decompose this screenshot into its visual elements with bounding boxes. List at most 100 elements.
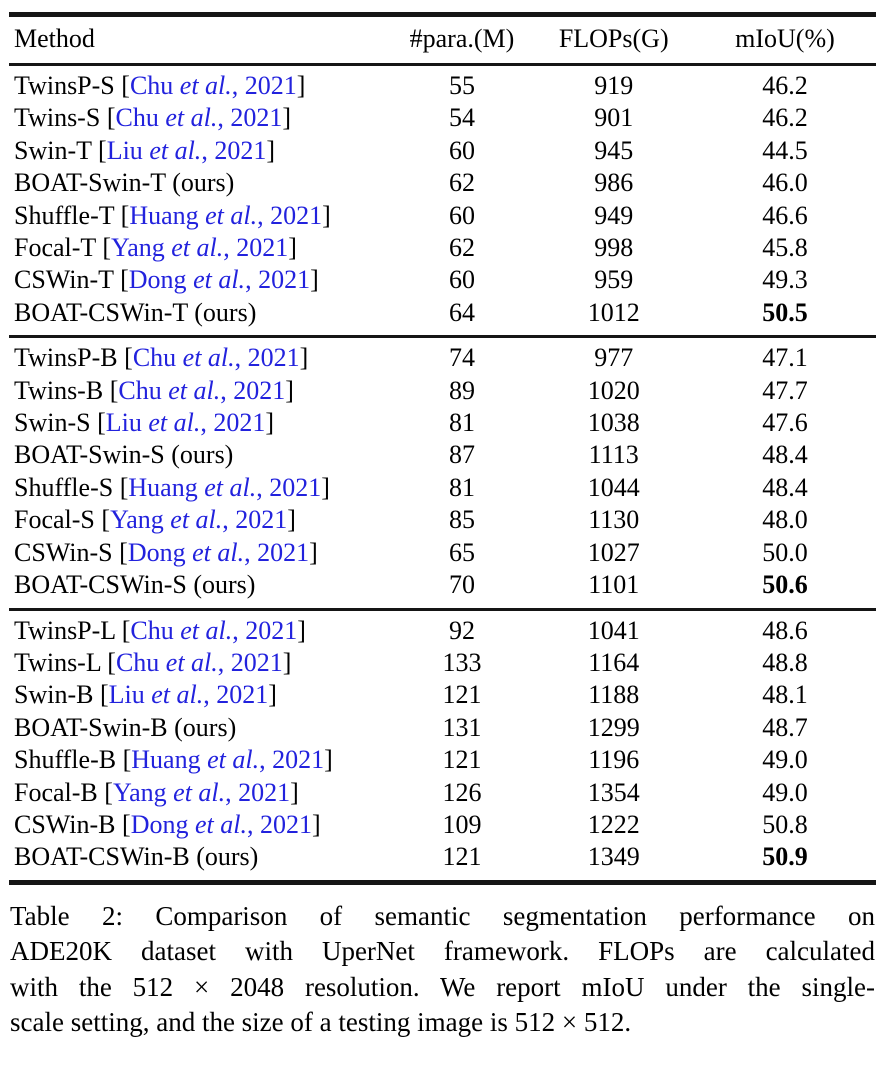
- col-header-method: Method: [9, 14, 391, 66]
- citation-bracket-open: [: [119, 472, 129, 502]
- citation-link[interactable]: Chu et al., 2021: [130, 616, 297, 645]
- method-name: CSWin-T: [14, 265, 121, 295]
- citation-link[interactable]: Yang et al., 2021: [111, 233, 288, 262]
- col-header-miou: mIoU(%): [693, 14, 876, 66]
- citation-link[interactable]: Chu et al., 2021: [116, 648, 283, 677]
- table-group-1: TwinsP-S [Chu et al., 2021] 55 919 46.2 …: [9, 65, 876, 337]
- method-cell: BOAT-Swin-S (ours): [9, 439, 390, 471]
- citation-bracket-open: [: [101, 505, 111, 535]
- para-cell: 92: [448, 615, 475, 645]
- method-name: BOAT-Swin-B: [14, 712, 175, 742]
- col-header-para: #para.(M): [390, 14, 534, 66]
- miou-cell: 48.4: [762, 472, 808, 502]
- method-cell: Twins-L [Chu et al., 2021]: [9, 647, 390, 679]
- citation-link[interactable]: Chu et al., 2021: [133, 343, 300, 372]
- table-row: TwinsP-B [Chu et al., 2021] 74 977 47.1: [9, 337, 876, 375]
- flops-cell: 1164: [588, 647, 640, 677]
- citation-bracket-close: ]: [296, 71, 306, 100]
- citation-bracket-close: ]: [321, 472, 330, 502]
- citation-link[interactable]: Chu et al., 2021: [130, 71, 297, 100]
- miou-cell: 48.0: [762, 505, 808, 535]
- citation-link[interactable]: Huang et al., 2021: [128, 473, 321, 502]
- method-name: BOAT-CSWin-S: [14, 570, 194, 600]
- table-row: Shuffle-B [Huang et al., 2021] 121 1196 …: [9, 744, 876, 776]
- para-cell: 131: [442, 712, 482, 742]
- table-row: Twins-B [Chu et al., 2021] 89 1020 47.7: [9, 375, 876, 407]
- method-name: Twins-L: [14, 647, 108, 677]
- citation-link[interactable]: Dong et al., 2021: [129, 265, 310, 294]
- cite-author: Yang: [111, 233, 172, 263]
- col-header-flops: FLOPs(G): [533, 14, 694, 66]
- method-cell: TwinsP-S [Chu et al., 2021]: [9, 65, 390, 103]
- flops-cell: 1020: [587, 375, 640, 405]
- citation-link[interactable]: Liu et al., 2021: [106, 408, 266, 437]
- table-row: BOAT-Swin-T (ours) 62 986 46.0: [9, 167, 876, 199]
- miou-cell: 46.6: [762, 200, 808, 230]
- cite-year: , 2021: [259, 745, 325, 775]
- method-cell: Shuffle-T [Huang et al., 2021]: [9, 200, 390, 232]
- miou-cell: 48.4: [762, 440, 808, 470]
- method-name: BOAT-Swin-T: [14, 168, 173, 198]
- cite-author: Liu: [106, 135, 150, 165]
- cite-author: Chu: [132, 343, 183, 373]
- citation-bracket-open: [: [107, 647, 116, 677]
- results-table: Method #para.(M) FLOPs(G) mIoU(%) TwinsP…: [9, 12, 876, 885]
- cite-author: Chu: [129, 71, 180, 100]
- method-cell: BOAT-Swin-B (ours): [9, 712, 390, 744]
- flops-cell: 949: [594, 200, 634, 230]
- table-row: Swin-B [Liu et al., 2021] 121 1188 48.1: [9, 679, 876, 711]
- method-suffix: (ours): [174, 712, 237, 742]
- citation-link[interactable]: Liu et al., 2021: [109, 680, 269, 709]
- citation-link[interactable]: Chu et al., 2021: [115, 103, 282, 132]
- flops-cell: 919: [594, 71, 634, 100]
- citation-bracket-close: ]: [282, 103, 291, 133]
- para-cell: 62: [448, 168, 475, 198]
- table-row: CSWin-T [Dong et al., 2021] 60 959 49.3: [9, 264, 876, 296]
- cite-year: , 2021: [217, 103, 283, 133]
- cite-year: , 2021: [201, 135, 267, 165]
- citation-link[interactable]: Chu et al., 2021: [118, 376, 285, 405]
- citation-link[interactable]: Yang et al., 2021: [110, 505, 287, 534]
- citation-link[interactable]: Dong et al., 2021: [128, 538, 309, 567]
- citation-link[interactable]: Liu et al., 2021: [107, 136, 267, 165]
- cite-author: Chu: [130, 615, 181, 645]
- citation-link[interactable]: Dong et al., 2021: [131, 810, 312, 839]
- cite-etal: et al.: [170, 505, 223, 535]
- para-cell: 121: [442, 680, 482, 710]
- table-row: BOAT-CSWin-T (ours) 64 1012 50.5: [9, 297, 876, 337]
- flops-cell: 977: [594, 343, 634, 373]
- flops-cell: 1222: [587, 809, 640, 839]
- miou-cell: 46.2: [762, 71, 808, 100]
- cite-etal: et al.: [179, 71, 232, 100]
- citation-link[interactable]: Yang et al., 2021: [113, 778, 290, 807]
- miou-cell: 45.8: [762, 233, 808, 263]
- table-row: Swin-T [Liu et al., 2021] 60 945 44.5: [9, 135, 876, 167]
- para-cell: 85: [448, 505, 475, 535]
- miou-cell: 48.6: [762, 615, 808, 645]
- citation-bracket-close: ]: [290, 777, 299, 807]
- method-cell: BOAT-Swin-T (ours): [9, 167, 390, 199]
- flops-cell: 1349: [587, 842, 640, 872]
- method-cell: TwinsP-B [Chu et al., 2021]: [9, 337, 390, 375]
- citation-bracket-open: [: [109, 375, 119, 405]
- caption-line-2: ADE20K dataset with UperNet framework. F…: [10, 936, 875, 967]
- flops-cell: 1188: [588, 680, 640, 710]
- citation-link[interactable]: Huang et al., 2021: [129, 201, 322, 230]
- method-cell: Shuffle-B [Huang et al., 2021]: [9, 744, 390, 776]
- table-row: TwinsP-L [Chu et al., 2021] 92 1041 48.6: [9, 609, 876, 647]
- flops-cell: 1130: [588, 505, 640, 535]
- citation-bracket-open: [: [122, 745, 132, 775]
- citation-link[interactable]: Huang et al., 2021: [131, 745, 324, 774]
- cite-author: Dong: [128, 265, 194, 295]
- cite-year: , 2021: [245, 265, 311, 295]
- miou-cell: 46.2: [762, 103, 808, 133]
- method-name: Swin-T: [14, 135, 99, 165]
- cite-year: , 2021: [232, 615, 298, 645]
- citation-bracket-close: ]: [288, 233, 297, 263]
- para-cell: 133: [442, 647, 482, 677]
- table-row: BOAT-CSWin-S (ours) 70 1101 50.6: [9, 569, 876, 609]
- citation-bracket-close: ]: [285, 375, 294, 405]
- flops-cell: 945: [594, 135, 634, 165]
- method-cell: CSWin-S [Dong et al., 2021]: [9, 537, 390, 569]
- cite-etal: et al.: [148, 408, 201, 438]
